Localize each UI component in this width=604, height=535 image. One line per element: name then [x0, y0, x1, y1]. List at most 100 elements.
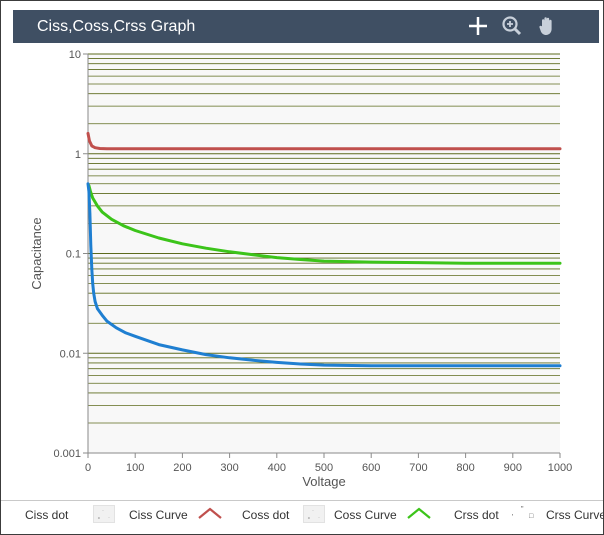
- x-tick-label: 400: [268, 462, 286, 474]
- x-tick-label: 500: [315, 462, 333, 474]
- crss-curve-point: [96, 307, 99, 310]
- crss-curve-point: [89, 244, 93, 247]
- x-tick-label: 300: [220, 462, 238, 474]
- y-tick-label: 10: [69, 49, 81, 61]
- x-tick-label: 200: [173, 462, 191, 474]
- title-bar: Ciss,Coss,Crss Graph: [13, 10, 599, 43]
- crss-curve-point: [417, 364, 420, 367]
- ciss-curve-point: [558, 147, 562, 151]
- ciss-curve-point: [98, 147, 102, 150]
- x-tick-label: 1000: [548, 462, 572, 474]
- ciss-curve-point: [105, 147, 109, 151]
- x-tick-label: 600: [362, 462, 380, 474]
- pan-icon[interactable]: [534, 13, 560, 39]
- x-tick-label: 900: [504, 462, 522, 474]
- coss-curve-point: [100, 210, 104, 214]
- coss-curve-point: [181, 242, 184, 246]
- x-tick-label: 800: [456, 462, 474, 474]
- y-tick-label: 0.01: [60, 348, 81, 360]
- coss-curve-point: [228, 250, 231, 254]
- y-tick-label: 0.1: [66, 249, 81, 261]
- legend-label-coss-dot: Coss dot: [242, 508, 290, 522]
- legend-crss-dot-marker: ' " □: [512, 506, 534, 521]
- legend-bar: Ciss dot ∘ · · Ciss Curve Coss dot ∘ · · Cos…: [1, 500, 604, 531]
- ciss-curve-point: [90, 144, 93, 148]
- crss-curve-point: [181, 348, 184, 352]
- x-tick-label: 0: [85, 462, 91, 474]
- coss-curve-point: [96, 204, 99, 208]
- y-tick-label: 1: [75, 149, 81, 161]
- crss-curve-point: [88, 212, 92, 216]
- window-title: Ciss,Coss,Crss Graph: [37, 18, 196, 35]
- ciss-curve-point: [464, 147, 467, 151]
- ciss-curve-point: [370, 147, 373, 151]
- ciss-curve-point: [511, 147, 514, 151]
- coss-curve-point: [157, 236, 160, 240]
- ciss-curve-point: [134, 147, 137, 151]
- crss-curve-point: [322, 363, 326, 367]
- crss-curve-point: [124, 331, 127, 335]
- coss-curve-point: [299, 258, 302, 261]
- y-axis-label: Capacitance: [29, 217, 44, 289]
- legend-label-ciss-dot: Ciss dot: [25, 508, 69, 522]
- legend-label-crss-curve: Crss Curve: [546, 508, 604, 522]
- legend-coss-curve-icon: [407, 507, 431, 519]
- coss-curve-point: [122, 224, 125, 227]
- crosshair-icon[interactable]: [465, 13, 491, 39]
- coss-curve-point: [558, 261, 562, 265]
- legend-ciss-dot-marker: ∘ · ·: [93, 505, 115, 523]
- ciss-curve-point: [88, 139, 91, 142]
- crss-curve-point: [275, 361, 278, 364]
- crss-curve-point: [299, 362, 302, 366]
- ciss-curve-point: [181, 147, 184, 151]
- crss-curve-point: [228, 356, 231, 360]
- ciss-curve-point: [93, 146, 97, 149]
- legend-label-ciss-curve: Ciss Curve: [129, 508, 188, 522]
- coss-curve-point: [252, 253, 255, 257]
- crss-curve-point: [93, 300, 97, 303]
- crss-curve-point: [464, 364, 467, 367]
- crss-curve-point: [558, 364, 562, 367]
- coss-curve-point: [204, 247, 208, 250]
- coss-curve-point: [110, 218, 113, 221]
- legend-ciss-curve-icon: [198, 507, 222, 519]
- x-axis-label: Voltage: [302, 474, 345, 489]
- legend-label-crss-dot: Crss dot: [454, 508, 499, 522]
- crss-curve-point: [134, 335, 137, 338]
- ciss-curve-point: [322, 147, 326, 151]
- crss-curve-point: [87, 190, 91, 193]
- ciss-curve-point: [275, 147, 278, 151]
- crss-curve-point: [252, 359, 255, 362]
- ciss-curve-point: [86, 132, 90, 135]
- coss-curve-point: [464, 261, 467, 265]
- y-tick-label: 0.001: [53, 448, 81, 460]
- coss-curve-point: [322, 259, 326, 263]
- crss-curve-point: [100, 314, 104, 317]
- legend-label-coss-curve: Coss Curve: [334, 508, 397, 522]
- coss-curve-point: [91, 196, 94, 200]
- coss-curve-point: [370, 260, 373, 264]
- coss-curve-point: [275, 256, 278, 259]
- ciss-curve-point: [228, 147, 231, 151]
- crss-curve-point: [115, 326, 118, 329]
- crss-curve-point: [105, 319, 109, 323]
- crss-curve-point: [86, 182, 90, 185]
- crss-curve-point: [157, 343, 160, 346]
- crss-curve-point: [90, 267, 93, 271]
- x-tick-label: 700: [409, 462, 427, 474]
- coss-curve-point: [417, 261, 420, 264]
- crss-curve-point: [91, 282, 94, 285]
- x-tick-label: 100: [126, 462, 144, 474]
- zoom-icon[interactable]: [499, 13, 525, 39]
- ciss-curve-point: [417, 147, 420, 151]
- legend-coss-dot-marker: ∘ · ·: [303, 505, 325, 523]
- crss-curve-point: [511, 364, 514, 367]
- crss-curve-point: [92, 291, 95, 295]
- coss-curve-point: [511, 261, 514, 265]
- chart-area[interactable]: 0.001 0.01 0.1 1 10 0 100 200 300 400 500 600 700 800…: [13, 43, 599, 495]
- ciss-curve-point: [115, 147, 118, 151]
- crss-curve-point: [370, 364, 373, 367]
- coss-curve-point: [134, 229, 137, 232]
